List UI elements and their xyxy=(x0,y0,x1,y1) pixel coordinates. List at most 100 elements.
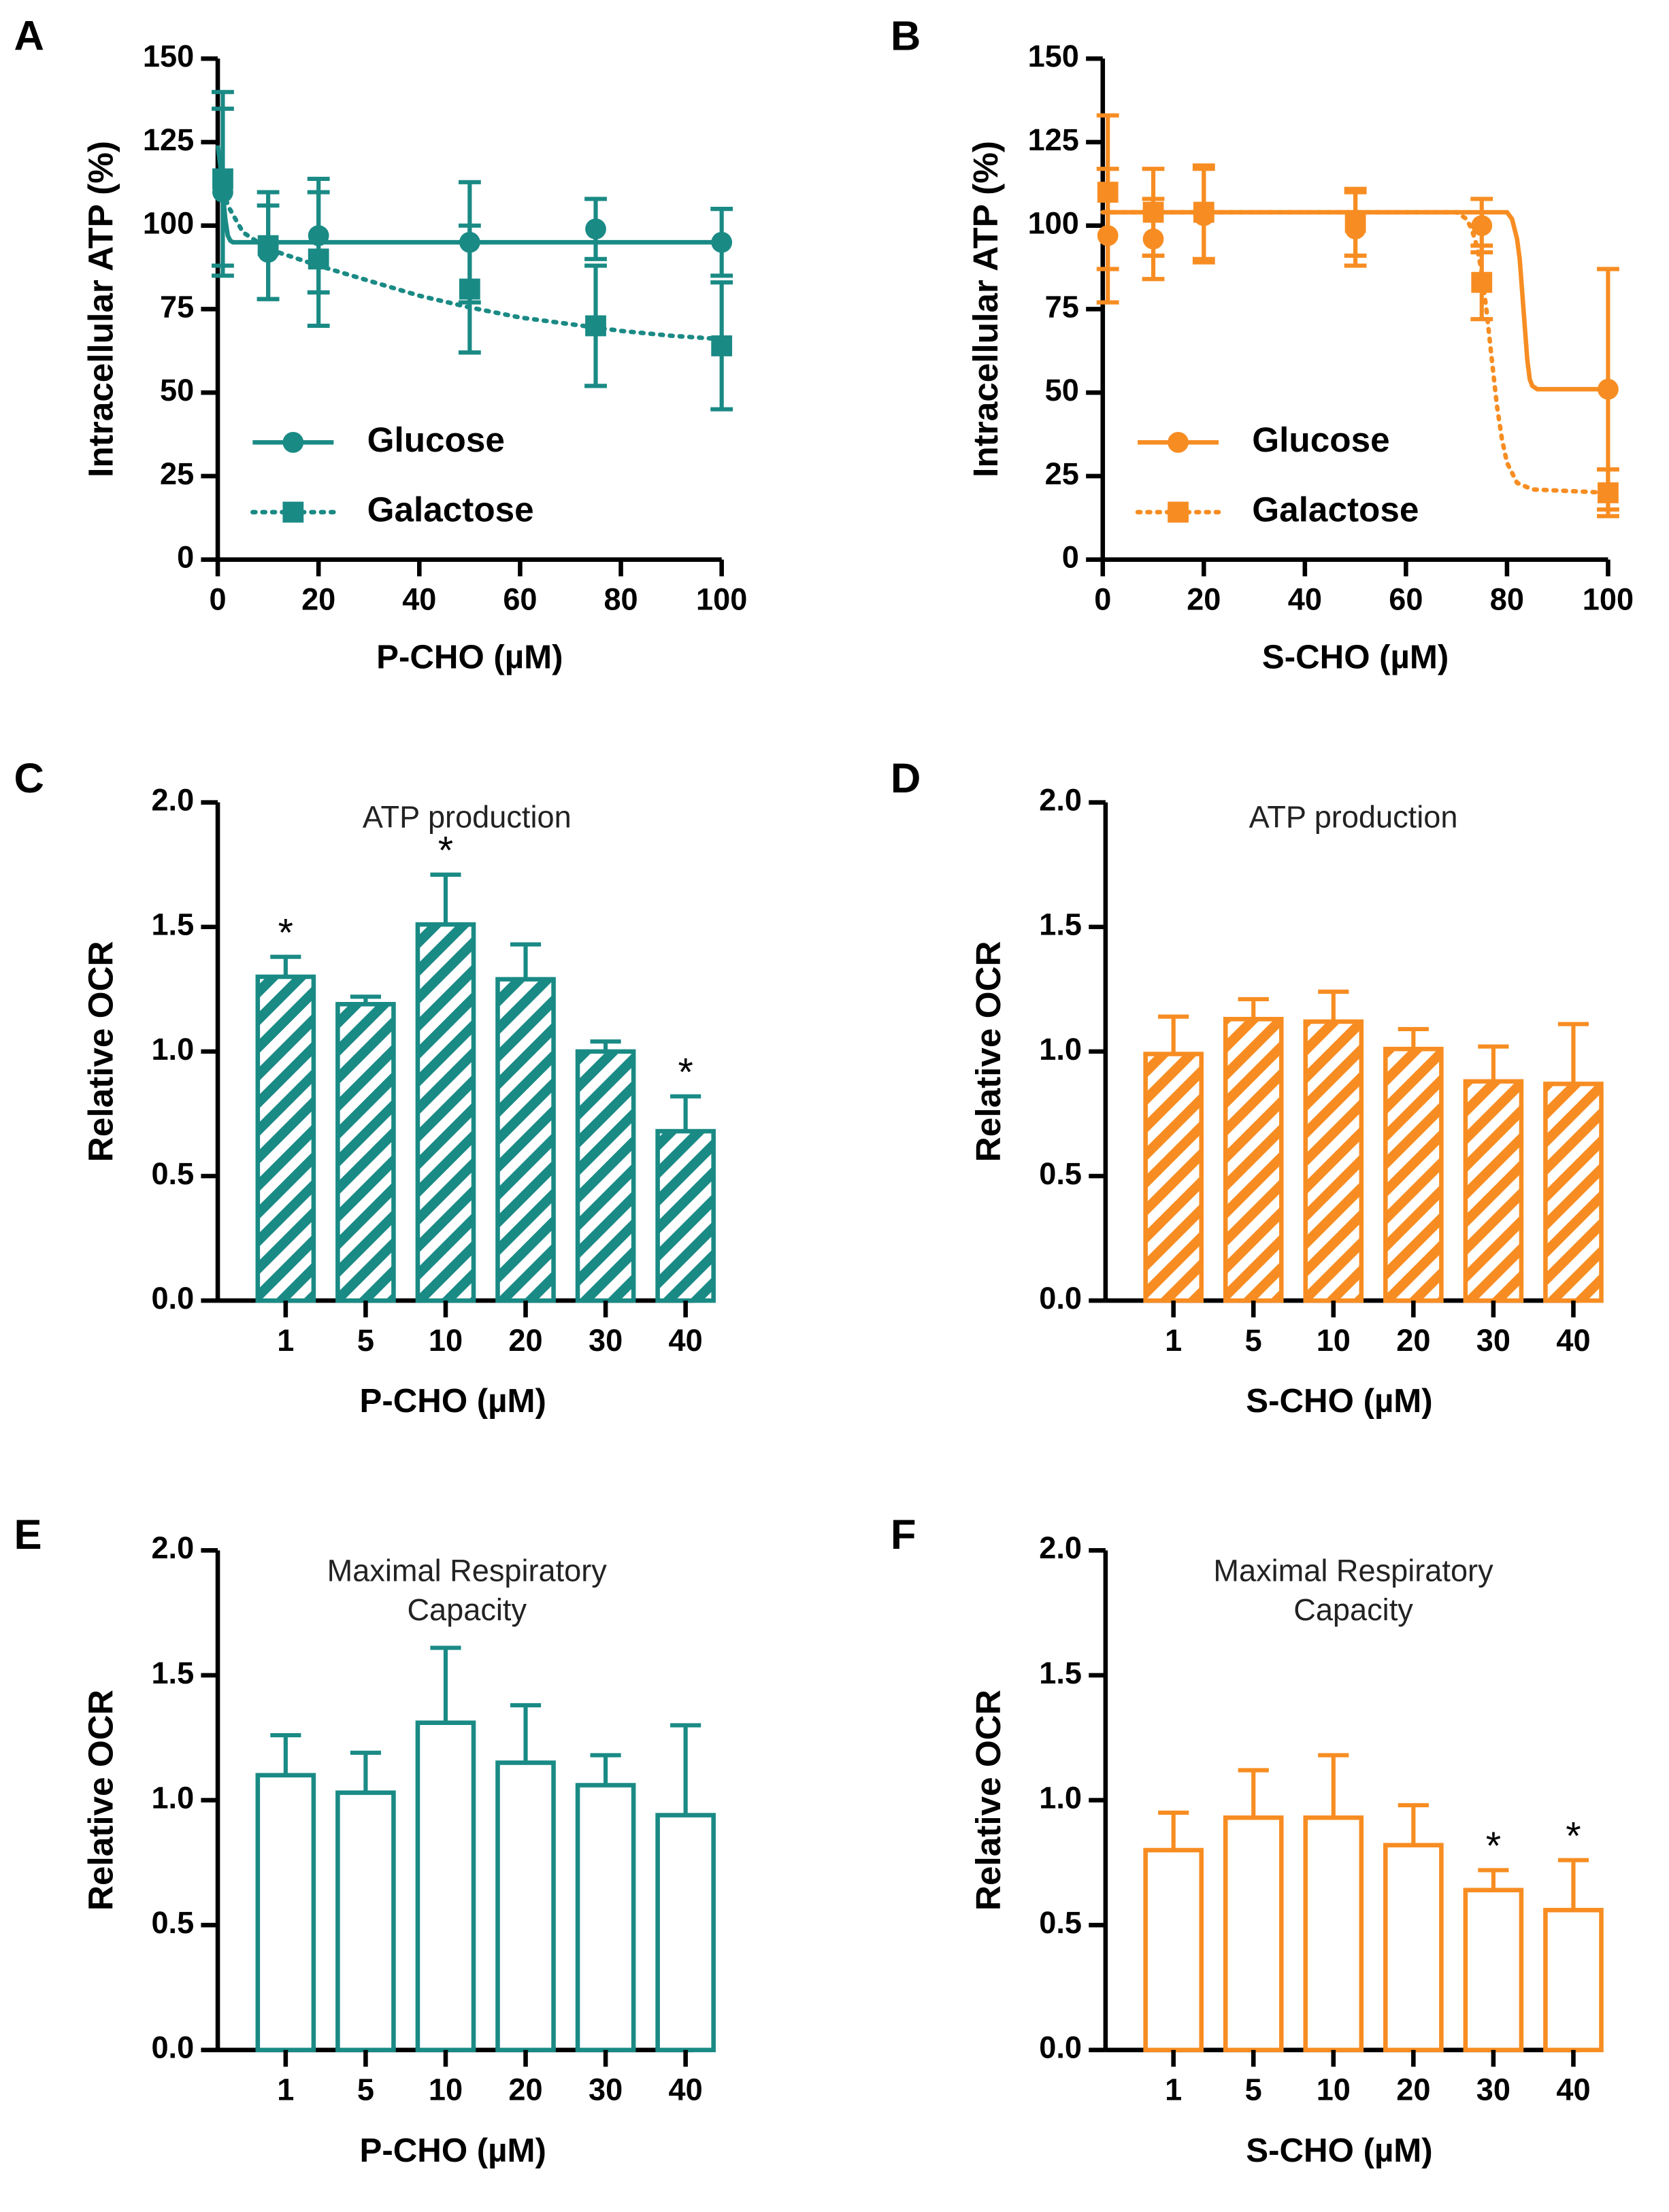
significance-star: * xyxy=(438,828,453,872)
bar xyxy=(575,1783,636,2053)
x-tick-label: 5 xyxy=(357,1323,374,1358)
panel-label: F xyxy=(891,1511,916,1558)
panel-d: D 0.0 0.5 1.0 1.5 2.0 Relative OCR 1 5 10 20 30 40 S-… xyxy=(834,714,1669,1456)
plot-group: E 0.0 0.5 1.0 1.5 2.0 Relative OCR 1 5 10 20 30 40 P-… xyxy=(14,1511,716,2169)
y-tick-label: 1.5 xyxy=(1039,1656,1082,1690)
x-tick-label: 5 xyxy=(1245,1323,1262,1358)
x-tick-label: 80 xyxy=(1490,582,1524,617)
plot-group: D 0.0 0.5 1.0 1.5 2.0 Relative OCR 1 5 10 20 30 40 S-… xyxy=(891,755,1604,1420)
panel-f: F 0.0 0.5 1.0 1.5 2.0 Relative OCR 1 5 10 20 30 * 40 *… xyxy=(834,1456,1669,2209)
x-tick-label: 20 xyxy=(508,1323,542,1358)
bar xyxy=(1543,1907,1604,2053)
y-tick-label: 0.5 xyxy=(1039,1156,1082,1191)
panel-label: B xyxy=(891,13,921,60)
chart-title: Maximal Respiratory Capacity xyxy=(1213,1553,1493,1626)
bar xyxy=(655,1128,716,1303)
chart-title-line: ATP production xyxy=(1249,800,1458,835)
bar xyxy=(1223,1016,1284,1303)
y-tick-label: 25 xyxy=(160,456,194,491)
y-axis-title: Intracellular ATP (%) xyxy=(81,141,120,477)
panel-label: C xyxy=(14,755,44,802)
y-tick-label: 1.5 xyxy=(1039,907,1082,942)
x-tick-label: 40 xyxy=(1556,1323,1590,1358)
bar xyxy=(335,1790,396,2053)
bar xyxy=(655,1813,716,2053)
x-tick-label: 10 xyxy=(429,1323,463,1358)
x-tick-label: 40 xyxy=(1556,2073,1590,2107)
bar xyxy=(1463,1079,1524,1303)
data-point-circle xyxy=(1598,378,1619,400)
y-tick-label: 125 xyxy=(143,122,194,157)
x-tick-label: 30 xyxy=(1476,1323,1510,1358)
y-axis-title: Relative OCR xyxy=(81,1690,120,1911)
panel-e: E 0.0 0.5 1.0 1.5 2.0 Relative OCR 1 5 10 20 30 40 P-… xyxy=(0,1456,834,2209)
y-tick-label: 0.0 xyxy=(151,1281,194,1316)
data-point-circle xyxy=(711,231,733,253)
bar xyxy=(255,974,316,1303)
significance-star: * xyxy=(1566,1814,1581,1858)
x-tick-label: 40 xyxy=(669,2073,703,2107)
y-axis-title: Relative OCR xyxy=(81,941,120,1162)
y-tick-label: 75 xyxy=(1045,289,1079,324)
legend-marker-square xyxy=(282,501,304,523)
data-point-square xyxy=(459,278,480,300)
x-tick-label: 5 xyxy=(357,2073,374,2107)
y-tick-label: 0.5 xyxy=(151,1156,194,1191)
bar xyxy=(335,1002,396,1303)
data-point-circle xyxy=(1471,215,1493,237)
plot-scale: E 0.0 0.5 1.0 1.5 2.0 Relative OCR 1 5 10 20 30 40 P-… xyxy=(14,1511,716,2169)
fit-curve-galactose xyxy=(215,169,724,341)
plot-group: F 0.0 0.5 1.0 1.5 2.0 Relative OCR 1 5 10 20 30 * 40 *… xyxy=(891,1511,1604,2169)
data-point-square xyxy=(1344,212,1366,233)
x-tick-label: 60 xyxy=(1389,582,1423,617)
x-axis-title: S-CHO (µM) xyxy=(1246,2132,1432,2169)
x-axis-title: P-CHO (µM) xyxy=(360,1382,546,1420)
legend-marker-circle xyxy=(282,431,304,453)
x-tick-label: 30 xyxy=(1476,2073,1510,2107)
chart-title: Maximal Respiratory Capacity xyxy=(327,1553,608,1626)
significance-star: * xyxy=(278,911,293,954)
chart-c: C 0.0 0.5 1.0 1.5 2.0 Relative OCR 1 * 5 10 * 20 30 40… xyxy=(14,755,716,1420)
bar xyxy=(1463,1888,1524,2053)
significance-star: * xyxy=(1486,1824,1501,1868)
data-point-square xyxy=(1598,482,1619,503)
y-tick-label: 150 xyxy=(143,39,194,73)
plot-group: A 0 25 50 75 100 125 150 Intracellular ATP (%) 0 2… xyxy=(14,13,748,676)
plot-scale: C 0.0 0.5 1.0 1.5 2.0 Relative OCR 1 * 5 10 * 20 30 40… xyxy=(14,755,716,1420)
x-tick-label: 30 xyxy=(589,2073,623,2107)
x-tick-label: 40 xyxy=(1288,582,1322,617)
y-axis-title: Relative OCR xyxy=(969,1690,1008,1911)
panel-c: C 0.0 0.5 1.0 1.5 2.0 Relative OCR 1 * 5 10 * 20 30 40… xyxy=(0,714,834,1456)
y-tick-label: 2.0 xyxy=(1039,783,1082,818)
data-point-square xyxy=(212,168,233,190)
legend-label-galactose: Galactose xyxy=(1252,490,1419,529)
plot-scale: D 0.0 0.5 1.0 1.5 2.0 Relative OCR 1 5 10 20 30 40 S-… xyxy=(891,755,1604,1420)
bar xyxy=(575,1049,636,1303)
bar xyxy=(495,1760,556,2053)
panel-label: A xyxy=(14,13,44,60)
bar xyxy=(1383,1843,1444,2053)
x-tick-label: 40 xyxy=(402,582,436,617)
plot-group: B 0 25 50 75 100 125 150 Intracellular ATP (%) 0 2… xyxy=(891,13,1634,676)
bar xyxy=(1143,1847,1204,2053)
chart-title: ATP production xyxy=(363,800,572,835)
plot-scale: A 0 25 50 75 100 125 150 Intracellular ATP (%) 0 2… xyxy=(14,13,748,676)
y-tick-label: 2.0 xyxy=(151,783,194,818)
x-tick-label: 20 xyxy=(1396,1323,1430,1358)
bar xyxy=(495,977,556,1303)
fit-curve-glucose xyxy=(1102,210,1608,392)
bar xyxy=(1303,1019,1364,1303)
data-point-square xyxy=(585,315,606,337)
x-tick-label: 1 xyxy=(277,1323,294,1358)
significance-star: * xyxy=(678,1050,693,1094)
y-tick-label: 25 xyxy=(1045,456,1079,491)
bar xyxy=(1143,1052,1204,1303)
plot-scale: F 0.0 0.5 1.0 1.5 2.0 Relative OCR 1 5 10 20 30 * 40 *… xyxy=(891,1511,1604,2169)
chart-b: B 0 25 50 75 100 125 150 Intracellular ATP (%) 0 2… xyxy=(891,13,1634,676)
chart-f: F 0.0 0.5 1.0 1.5 2.0 Relative OCR 1 5 10 20 30 * 40 *… xyxy=(891,1511,1604,2169)
y-tick-label: 0.5 xyxy=(151,1905,194,1940)
data-point-square xyxy=(1097,182,1119,203)
chart-title-line: Capacity xyxy=(1293,1592,1413,1627)
x-tick-label: 20 xyxy=(1396,2073,1430,2107)
panel-a: A 0 25 50 75 100 125 150 Intracellular ATP (%) 0 2… xyxy=(0,0,834,714)
